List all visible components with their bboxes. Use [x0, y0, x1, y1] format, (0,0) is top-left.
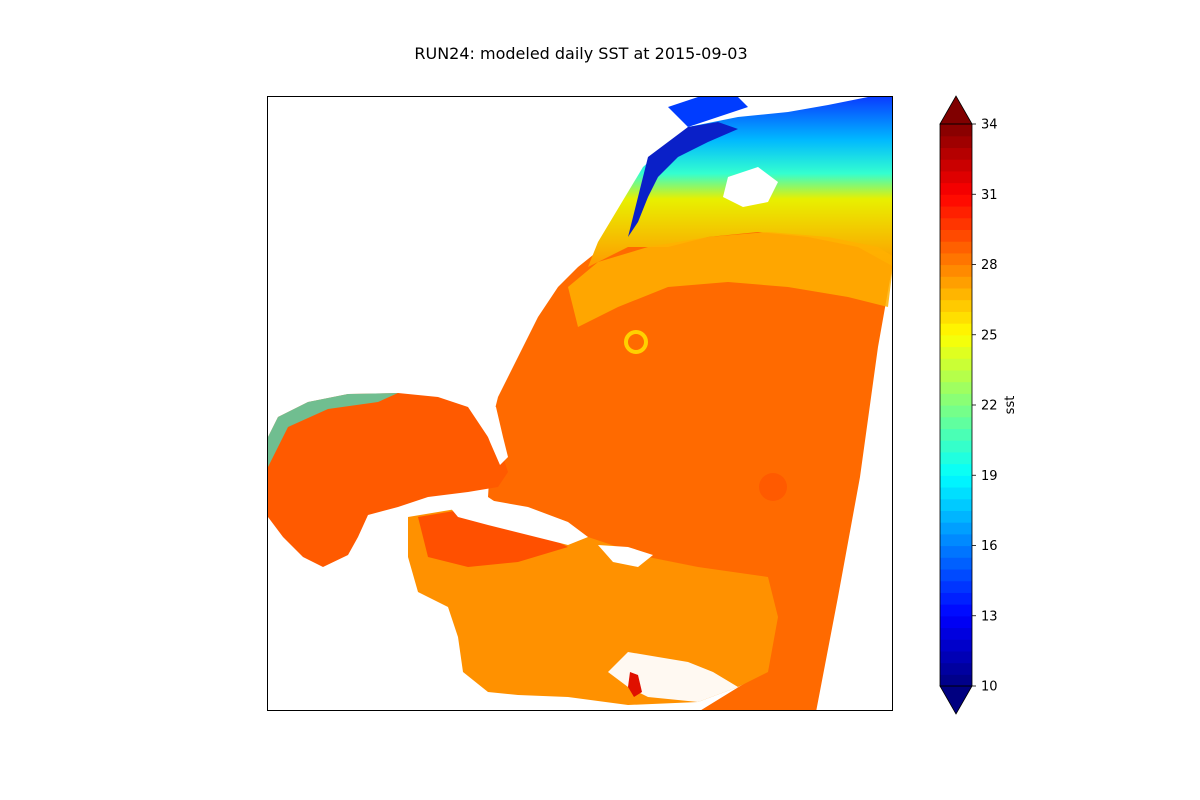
gulf-of-mexico	[268, 393, 508, 567]
colorbar-band	[940, 451, 972, 465]
colorbar-tick-label: 34	[981, 118, 998, 133]
colorbar-band	[940, 486, 972, 500]
colorbar-band	[940, 627, 972, 640]
maracaibo-hotspot	[628, 672, 642, 697]
chart-title: RUN24: modeled daily SST at 2015-09-03	[414, 44, 748, 63]
colorbar-tick-label: 25	[981, 328, 998, 343]
colorbar-tick-label: 16	[981, 539, 998, 554]
colorbar-band	[940, 182, 972, 195]
hispaniola-landmass	[598, 545, 653, 567]
colorbar-tick-label: 10	[981, 680, 998, 695]
caribbean-warm-patch	[418, 507, 568, 567]
colorbar-band	[940, 463, 972, 476]
colorbar-band	[940, 346, 972, 359]
colorbar-band	[940, 241, 972, 254]
coastal-cold-strip-2	[668, 97, 748, 127]
sst-map	[267, 96, 893, 711]
colorbar-band	[940, 557, 972, 570]
warm-eddy-2	[759, 473, 787, 501]
colorbar-band	[940, 229, 972, 242]
colorbar: 10 13 16 19 22 25 28 31 34 sst	[930, 90, 1030, 720]
warm-eddy	[624, 330, 648, 354]
coastal-cold-strip	[628, 122, 738, 237]
colorbar-band	[940, 205, 972, 219]
colorbar-tick-label: 13	[981, 609, 998, 624]
colorbar-extend-min	[939, 685, 973, 715]
colorbar-band	[940, 393, 972, 406]
colorbar-label: sst	[1003, 396, 1018, 415]
colorbar-band	[940, 405, 972, 418]
colorbar-band	[940, 358, 972, 371]
colorbar-band	[940, 334, 972, 348]
colorbar-band	[940, 592, 972, 605]
colorbar-band	[940, 498, 972, 511]
colorbar-band	[940, 311, 972, 324]
colorbar-band	[940, 475, 972, 488]
colorbar-tick-label: 22	[981, 399, 998, 414]
colorbar-band	[940, 604, 972, 617]
colorbar-band	[940, 124, 972, 137]
colorbar-band	[940, 369, 972, 383]
colorbar-band	[940, 416, 972, 430]
cuba-landmass	[448, 499, 588, 545]
colorbar-band	[940, 580, 972, 593]
colorbar-band	[940, 510, 972, 523]
colorbar-tick-label: 31	[981, 188, 998, 203]
colorbar-band	[940, 217, 972, 230]
colorbar-band	[940, 276, 972, 289]
colorbar-band	[940, 323, 972, 336]
gulf-coast-cool	[268, 393, 398, 467]
colorbar-band	[940, 533, 972, 547]
florida-landmass	[478, 397, 508, 465]
colorbar-band	[940, 650, 972, 664]
colorbar-band	[940, 428, 972, 441]
colorbar-band	[940, 639, 972, 652]
sst-field	[268, 97, 892, 710]
nova-scotia-landmass	[723, 167, 778, 207]
colorbar-band	[940, 147, 972, 160]
colorbar-band	[940, 287, 972, 301]
colorbar-band	[940, 194, 972, 207]
colorbar-band	[940, 170, 972, 184]
colorbar-band	[940, 135, 972, 149]
colorbar-tick-label: 28	[981, 258, 998, 273]
colorbar-band	[940, 440, 972, 453]
colorbar-band	[940, 662, 972, 675]
colorbar-band	[940, 674, 972, 687]
colorbar-band	[940, 264, 972, 277]
colorbar-band	[940, 159, 972, 172]
colorbar-band	[940, 381, 972, 394]
colorbar-band	[940, 568, 972, 582]
colorbar-band	[940, 522, 972, 535]
colorbar-extend-max	[939, 95, 973, 125]
mid-latitude-band	[568, 232, 892, 327]
colorbar-tick-label: 19	[981, 469, 998, 484]
colorbar-band	[940, 252, 972, 266]
colorbar-band	[940, 299, 972, 312]
colorbar-band	[940, 545, 972, 558]
colorbar-band	[940, 615, 972, 629]
